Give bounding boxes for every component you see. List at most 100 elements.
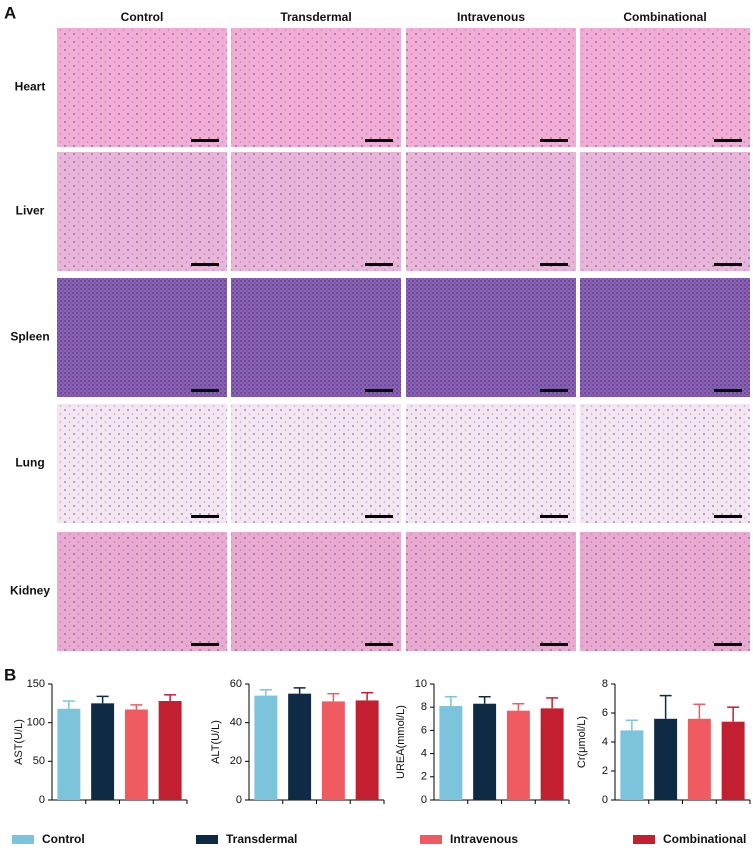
bar [721, 721, 745, 800]
histology-texture [580, 152, 750, 271]
bar [540, 708, 564, 800]
histology-texture [406, 278, 576, 397]
row-label: Liver [16, 204, 45, 218]
scale-bar [365, 389, 393, 392]
histology-texture [406, 28, 576, 147]
histology-texture [231, 28, 401, 147]
bar [620, 730, 644, 800]
scale-bar [191, 515, 219, 518]
y-tick-label: 100 [27, 717, 45, 729]
bar [158, 701, 182, 800]
bar [506, 710, 530, 800]
y-tick-label: 60 [230, 678, 242, 690]
bar [687, 718, 711, 800]
histology-texture [57, 404, 227, 523]
column-header: Combinational [623, 10, 706, 24]
scale-bar [714, 263, 742, 266]
panel-label: B [4, 665, 16, 684]
y-tick-label: 2 [602, 765, 608, 777]
legend-swatch [196, 835, 218, 844]
y-tick-label: 2 [421, 771, 427, 783]
y-tick-label: 0 [236, 794, 242, 806]
bar [254, 695, 278, 800]
scale-bar [540, 389, 568, 392]
scale-bar [191, 643, 219, 646]
histology-texture [406, 532, 576, 651]
row-label: Lung [15, 456, 44, 470]
scale-bar [714, 139, 742, 142]
y-tick-label: 10 [415, 678, 427, 690]
bar [473, 703, 497, 800]
legend-label: Control [42, 832, 85, 846]
legend-swatch [420, 835, 442, 844]
column-header: Control [121, 10, 164, 24]
y-tick-label: 4 [421, 748, 427, 760]
row-label: Spleen [10, 330, 49, 344]
histology-texture [580, 278, 750, 397]
histology-texture [231, 278, 401, 397]
row-label: Heart [15, 80, 46, 94]
legend-label: Transdermal [226, 832, 297, 846]
histology-texture [231, 404, 401, 523]
scale-bar [191, 139, 219, 142]
y-axis-label: Cr(μmol/L) [576, 716, 588, 768]
y-tick-label: 0 [39, 794, 45, 806]
bar [124, 709, 148, 800]
scale-bar [714, 515, 742, 518]
legend-swatch [12, 835, 34, 844]
bar [654, 718, 678, 800]
scale-bar [540, 515, 568, 518]
histology-texture [231, 152, 401, 271]
y-tick-label: 4 [602, 736, 608, 748]
scale-bar [540, 139, 568, 142]
scale-bar [365, 515, 393, 518]
histology-texture [580, 28, 750, 147]
column-header: Transdermal [280, 10, 351, 24]
bar [288, 693, 312, 800]
y-tick-label: 0 [602, 794, 608, 806]
panel-label: A [4, 3, 16, 22]
legend-swatch [633, 835, 655, 844]
scale-bar [191, 389, 219, 392]
scale-bar [191, 263, 219, 266]
bar [57, 708, 81, 800]
y-tick-label: 150 [27, 678, 45, 690]
histology-texture [580, 404, 750, 523]
y-tick-label: 0 [421, 794, 427, 806]
scale-bar [714, 389, 742, 392]
scale-bar [540, 643, 568, 646]
scale-bar [365, 139, 393, 142]
y-tick-label: 6 [602, 707, 608, 719]
legend-label: Intravenous [450, 832, 518, 846]
y-tick-label: 20 [230, 755, 242, 767]
histology-texture [406, 404, 576, 523]
bar [321, 701, 345, 800]
histology-texture [57, 152, 227, 271]
legend-label: Combinational [663, 832, 746, 846]
histology-texture [57, 532, 227, 651]
y-tick-label: 40 [230, 717, 242, 729]
histology-texture [57, 28, 227, 147]
histology-texture [231, 532, 401, 651]
y-tick-label: 50 [33, 755, 45, 767]
scale-bar [365, 263, 393, 266]
bar [355, 700, 379, 800]
scale-bar [365, 643, 393, 646]
scale-bar [714, 643, 742, 646]
histology-texture [580, 532, 750, 651]
y-axis-label: AST(U/L) [13, 719, 25, 765]
y-tick-label: 8 [602, 678, 608, 690]
histology-texture [57, 278, 227, 397]
y-tick-label: 6 [421, 724, 427, 736]
bar [439, 706, 463, 800]
y-axis-label: UREA(mmol/L) [395, 705, 407, 779]
scale-bar [540, 263, 568, 266]
y-axis-label: ALT(U/L) [210, 720, 222, 764]
bar [91, 703, 115, 800]
column-header: Intravenous [457, 10, 525, 24]
row-label: Kidney [10, 584, 50, 598]
histology-texture [406, 152, 576, 271]
y-tick-label: 8 [421, 701, 427, 713]
